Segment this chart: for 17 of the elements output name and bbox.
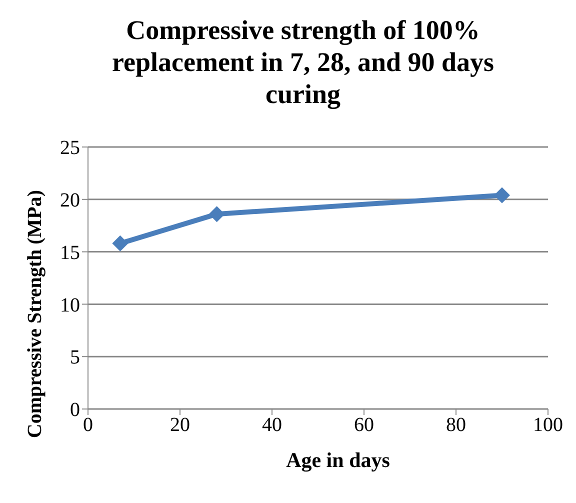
point [494,187,510,204]
x-axis-title: Age in days [285,448,391,473]
chart-title: Compressive strength of 100% replacement in 7, 28, and 90 days curing [110,14,496,110]
y-tick-label: 5 [70,346,80,369]
point [208,206,225,222]
y-tick-label: 10 [60,294,80,316]
y-tick-label: 25 [60,137,80,160]
x-tick-label: 40 [262,414,282,436]
y-axis-title: Compressive Strength (MPa) [24,190,47,438]
x-tick-label: 20 [170,414,190,436]
y-tick-label: 15 [60,242,80,264]
x-tick-label: 80 [446,414,466,436]
y-tick-label: 20 [60,190,80,212]
point [112,235,128,252]
x-tick-label: 100 [533,414,563,436]
x-tick-label: 60 [354,414,374,436]
y-tick-label: 0 [70,399,80,422]
